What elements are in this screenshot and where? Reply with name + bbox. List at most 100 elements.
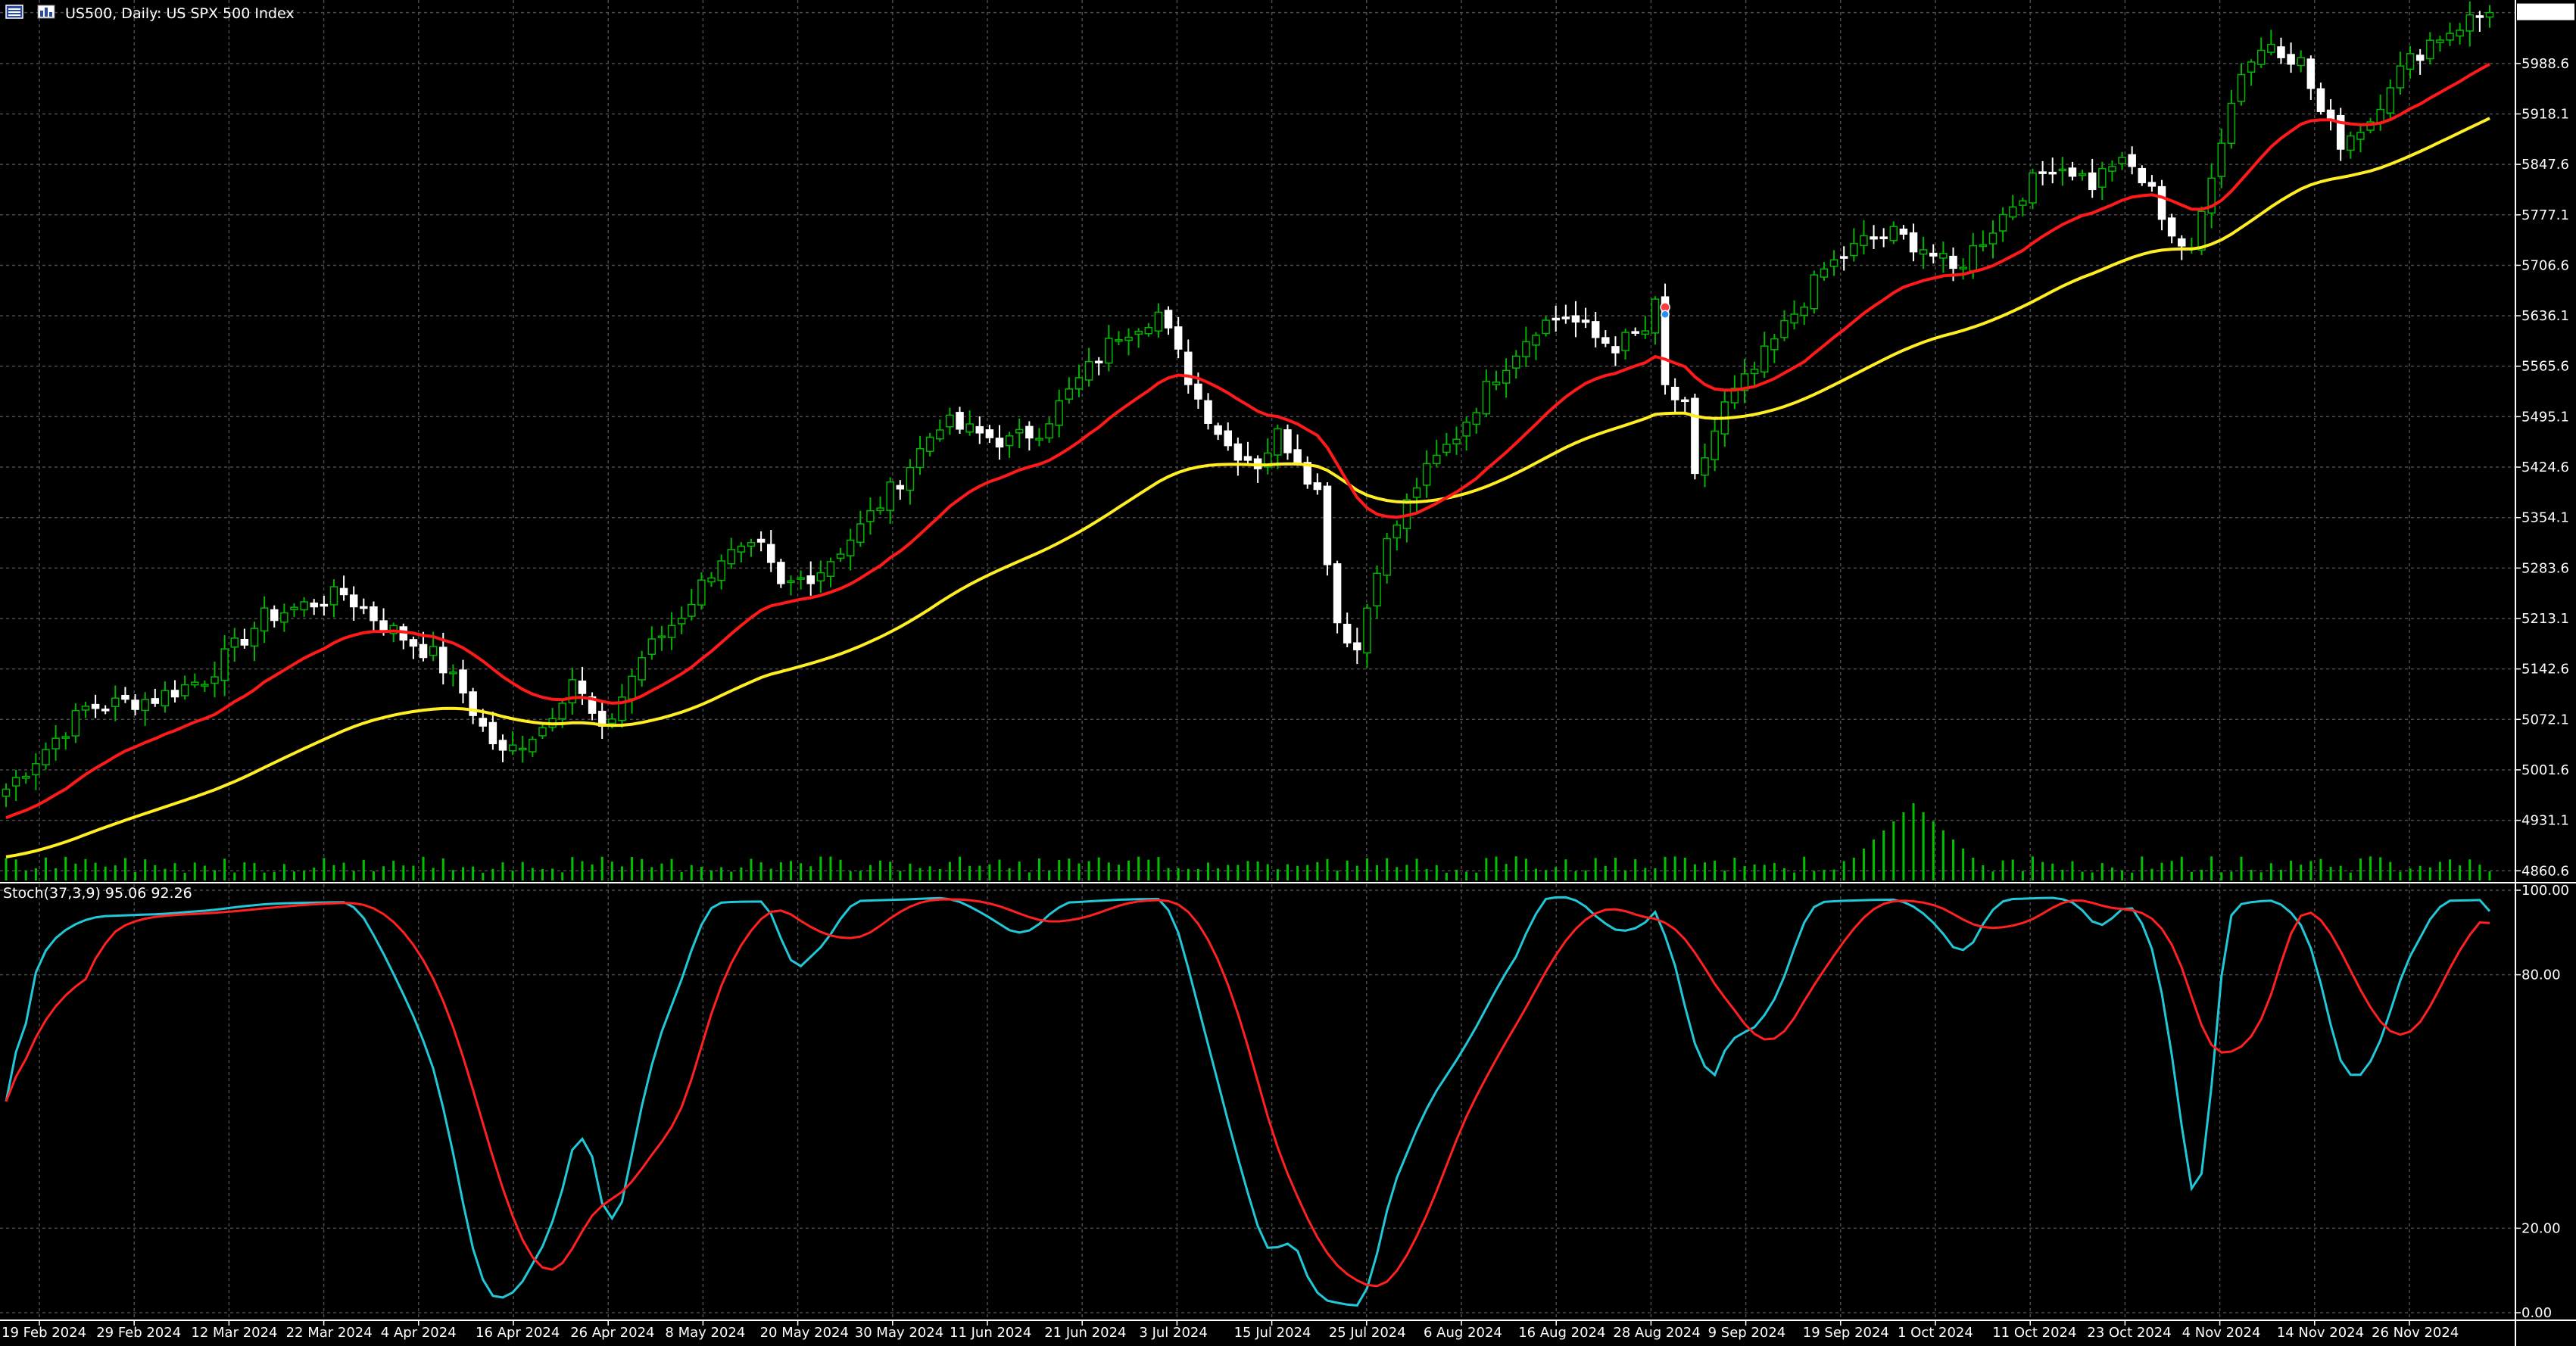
candle-body <box>697 579 706 606</box>
candle-body <box>737 545 746 553</box>
candle-body <box>1939 253 1948 259</box>
candle-body <box>2128 154 2136 167</box>
price-tick-label: 5213.1 <box>2521 611 2569 627</box>
candle-body <box>896 484 905 490</box>
stochastic-lines <box>5 896 2491 1307</box>
candle-body <box>1184 351 1193 385</box>
candle-body <box>1005 435 1014 447</box>
price-tick-label: 5495.1 <box>2521 409 2569 425</box>
candle-body <box>1870 236 1878 240</box>
candle-body <box>180 684 189 696</box>
candle-body <box>429 646 438 656</box>
time-tick-label: 19 Feb 2024 <box>2 1325 86 1341</box>
time-tick-label: 29 Feb 2024 <box>96 1325 181 1341</box>
candle-body <box>51 737 60 749</box>
candle-body <box>826 561 835 577</box>
candle-body <box>975 425 984 434</box>
candle-body <box>866 509 875 522</box>
candle-body <box>280 612 288 623</box>
stoch-tick-label: 0.00 <box>2521 1305 2552 1321</box>
price-tick-label: 5283.6 <box>2521 560 2569 576</box>
candle-body <box>2267 43 2275 53</box>
candle-body <box>1293 449 1302 464</box>
stoch-tick-label: 80.00 <box>2521 967 2561 983</box>
candle-body <box>320 603 329 607</box>
candle-body <box>2306 58 2316 89</box>
candle-body <box>2197 210 2206 251</box>
stochastic-axis: 100.00 80.00 20.00 0.00 <box>2515 883 2569 1321</box>
candle-body <box>2356 132 2365 140</box>
candle-body <box>488 721 497 745</box>
price-tick-label: 4860.6 <box>2521 863 2569 879</box>
candle-body <box>1661 296 1670 385</box>
candle-body <box>787 580 795 584</box>
candle-body <box>1581 319 1590 323</box>
candle-body <box>1412 487 1421 498</box>
candle-body <box>111 697 120 707</box>
time-tick-label: 11 Jun 2024 <box>950 1325 1031 1341</box>
candle-body <box>2008 206 2017 218</box>
candle-body <box>1074 377 1084 390</box>
candle-body <box>1025 425 1034 439</box>
candle-body <box>2426 39 2434 60</box>
candle-body <box>1561 316 1570 319</box>
candle-body <box>1998 213 2007 232</box>
candle-body <box>1015 428 1024 434</box>
candle-body <box>777 562 785 584</box>
time-tick-label: 4 Apr 2024 <box>381 1325 457 1341</box>
price-tick-label: 5565.6 <box>2521 359 2569 375</box>
price-tick-label: 5847.6 <box>2521 157 2569 173</box>
candle-body <box>2465 14 2475 32</box>
candle-body <box>588 696 597 714</box>
candle-body <box>1969 245 1978 272</box>
candle-body <box>1522 341 1530 357</box>
candle-body <box>2366 121 2375 131</box>
candle-body <box>747 542 756 547</box>
candle-body <box>121 694 129 700</box>
candle-body <box>2406 53 2415 70</box>
candle-body <box>1988 232 1997 245</box>
candle-body <box>1373 572 1381 606</box>
candle-body <box>1274 428 1282 456</box>
candle-body <box>1770 338 1779 351</box>
time-tick-label: 9 Sep 2024 <box>1708 1325 1786 1341</box>
candle-body <box>469 691 477 716</box>
candle-body <box>1681 399 1689 403</box>
candle-body <box>1591 321 1600 338</box>
candle-body <box>756 538 766 543</box>
bars-menu-icon[interactable] <box>5 5 23 19</box>
candle-body <box>647 638 656 655</box>
candle-body <box>2415 55 2425 61</box>
candle-body <box>956 412 964 430</box>
candle-body <box>1790 313 1798 324</box>
candle-body <box>1621 332 1629 351</box>
candlestick-series <box>2 1 2494 808</box>
slow-moving-average-line <box>5 117 2490 858</box>
candle-body <box>1651 298 1660 334</box>
candle-body <box>1730 388 1739 403</box>
candle-body <box>906 466 915 491</box>
candle-body <box>1214 425 1222 435</box>
candle-body <box>2237 73 2246 102</box>
candle-body <box>936 429 944 440</box>
candle-body <box>2048 171 2057 175</box>
candle-body <box>1115 338 1123 342</box>
candle-body <box>1433 454 1441 465</box>
candle-body <box>717 560 725 581</box>
chart-window-icon[interactable] <box>37 5 55 19</box>
candle-body <box>2019 200 2027 206</box>
time-tick-label: 25 Jul 2024 <box>1329 1325 1406 1341</box>
candle-body <box>1154 311 1163 332</box>
candle-body <box>1105 338 1113 364</box>
time-tick-label: 11 Oct 2024 <box>1992 1325 2076 1341</box>
candle-body <box>707 577 716 583</box>
candle-body <box>2088 172 2097 191</box>
time-tick-label: 26 Apr 2024 <box>570 1325 654 1341</box>
price-tick-label: 5777.1 <box>2521 207 2569 223</box>
stoch-tick-label: 20.00 <box>2521 1220 2561 1236</box>
chart-title: US500, Daily: US SPX 500 Index <box>65 5 295 22</box>
candle-body <box>1879 236 1888 239</box>
current-price-tag <box>2517 3 2574 20</box>
candle-body <box>71 709 80 737</box>
